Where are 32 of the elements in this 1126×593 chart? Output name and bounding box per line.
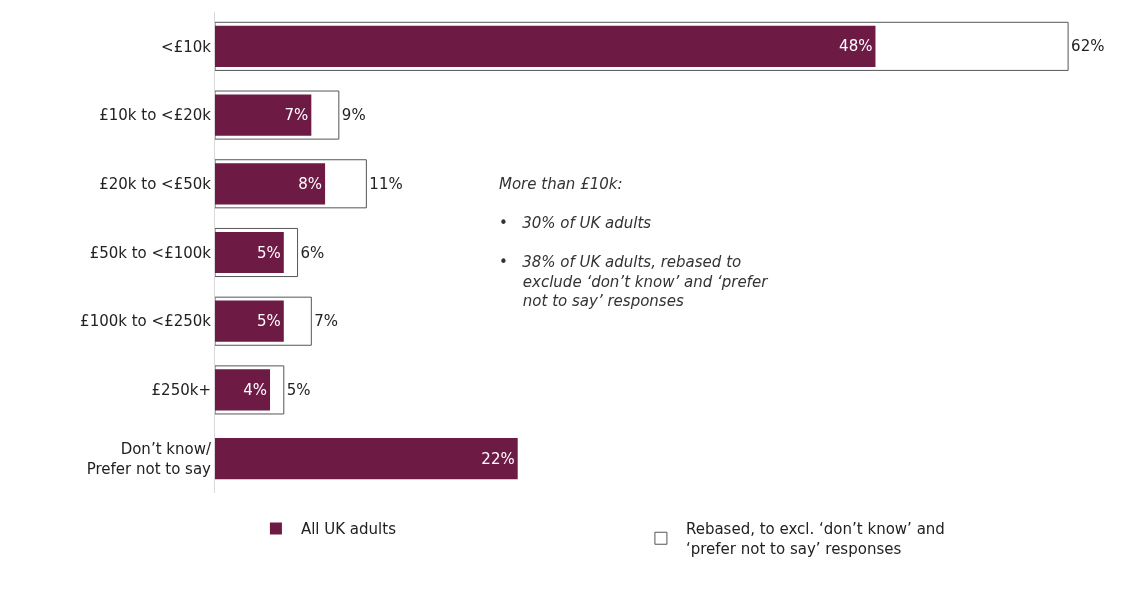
bar: [215, 369, 271, 411]
bar: [215, 231, 284, 274]
annotation: More than £10k:: [499, 175, 623, 193]
annotation: • 38% of UK adults, rebased to exclude ‘don’t know’ and ‘prefer not to say’ responses: [499, 253, 769, 310]
data-label: 8%: [298, 174, 323, 193]
y-tick-label: £10k to <£20k: [99, 106, 212, 125]
legend-label: Rebased, to excl. ‘don’t know’ and ‘prefer not to say’ responses: [685, 520, 945, 558]
bar: [215, 94, 312, 136]
data-label: 22%: [481, 449, 515, 468]
y-tick-label: Don’t know/ Prefer not to say: [86, 440, 212, 478]
data-label: 9%: [341, 106, 366, 125]
legend-label: All UK adults: [300, 520, 397, 539]
data-label: 7%: [284, 106, 309, 125]
y-tick-label: <£10k: [161, 37, 212, 56]
data-label: 4%: [243, 380, 268, 399]
bar: [215, 300, 284, 342]
bar: [215, 163, 326, 205]
y-tick-label: £20k to <£50k: [99, 175, 212, 194]
data-label: 5%: [257, 243, 281, 262]
y-tick-label: £250k+: [151, 381, 211, 400]
data-label: 5%: [257, 312, 281, 331]
data-label: 11%: [369, 174, 403, 193]
y-tick-label: £50k to <£100k: [89, 243, 212, 262]
y-tick-label: £100k to <£250k: [80, 312, 212, 331]
data-label: 5%: [286, 380, 311, 399]
data-label: 48%: [839, 37, 873, 56]
data-label: 6%: [300, 243, 325, 262]
annotation: • 30% of UK adults: [499, 214, 652, 232]
data-label: 62%: [1071, 37, 1105, 56]
bar: [215, 438, 518, 480]
data-label: 7%: [314, 312, 339, 331]
bar: [215, 25, 876, 67]
